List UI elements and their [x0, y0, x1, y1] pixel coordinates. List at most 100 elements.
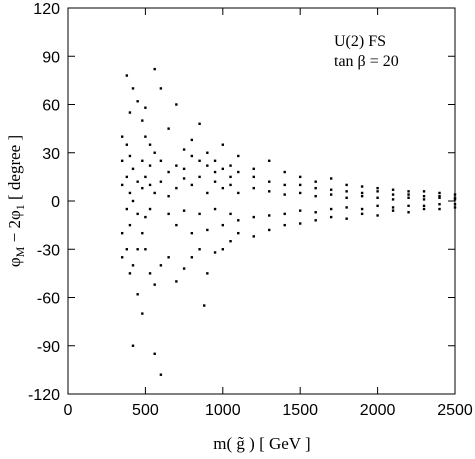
point — [159, 180, 163, 183]
point — [453, 206, 457, 209]
point — [159, 373, 163, 376]
point — [131, 344, 135, 347]
point — [237, 191, 240, 195]
point — [136, 180, 139, 183]
point — [159, 159, 163, 162]
point — [407, 190, 410, 193]
point — [314, 180, 317, 183]
y-axis-label: φM − 2φ1 [ degree ] — [5, 135, 27, 267]
point — [190, 138, 194, 142]
point — [453, 193, 457, 196]
y-tick-label: 120 — [33, 1, 60, 18]
point — [153, 151, 156, 154]
point — [252, 175, 255, 179]
point — [175, 223, 178, 227]
point — [148, 207, 152, 211]
point — [438, 191, 441, 195]
point — [329, 188, 333, 191]
point — [213, 251, 217, 254]
point — [120, 231, 124, 235]
point — [144, 175, 147, 179]
point — [213, 207, 217, 211]
y-tick-label: -60 — [37, 291, 60, 308]
point — [128, 111, 132, 114]
point — [198, 175, 201, 179]
point — [229, 183, 232, 187]
point — [153, 67, 156, 71]
point — [128, 223, 132, 227]
point — [376, 204, 379, 208]
point — [407, 193, 410, 196]
point — [167, 256, 170, 259]
y-label-sub: 1 — [13, 204, 27, 210]
point — [175, 164, 178, 167]
point — [221, 186, 224, 190]
x-tick-label: 1000 — [205, 402, 241, 419]
point — [407, 204, 410, 208]
point — [190, 183, 194, 187]
point — [182, 209, 186, 212]
point — [198, 122, 201, 125]
point — [237, 231, 240, 235]
point — [438, 194, 441, 198]
y-tick-label: 0 — [51, 194, 60, 211]
point — [268, 159, 271, 162]
annotation: tan β = 20 — [334, 53, 399, 70]
point — [422, 207, 426, 211]
point — [268, 214, 271, 217]
point — [453, 198, 457, 201]
point — [136, 293, 139, 296]
point — [299, 209, 302, 212]
point — [314, 186, 317, 190]
point — [175, 186, 178, 190]
y-tick-label: -30 — [37, 242, 60, 259]
point — [128, 272, 132, 275]
point — [144, 248, 147, 251]
point — [422, 198, 426, 201]
point — [221, 167, 224, 171]
point — [131, 264, 135, 267]
x-axis-label: m( g̃ ) [ GeV ] — [213, 434, 310, 453]
point — [153, 352, 156, 355]
point — [128, 191, 132, 195]
point — [391, 198, 395, 201]
point — [391, 193, 395, 196]
point — [153, 283, 156, 286]
y-tick-label: 60 — [42, 98, 60, 115]
point — [167, 127, 170, 130]
point — [136, 212, 139, 216]
point — [268, 180, 271, 183]
point — [141, 312, 144, 315]
point — [345, 196, 348, 199]
point — [221, 248, 224, 251]
point — [237, 154, 240, 158]
point — [438, 207, 441, 211]
point — [407, 211, 410, 214]
point — [141, 159, 144, 162]
point — [206, 151, 209, 154]
point — [422, 190, 426, 193]
point — [120, 135, 124, 138]
point — [167, 170, 170, 174]
point — [213, 170, 217, 174]
point — [229, 175, 232, 179]
point — [182, 167, 186, 171]
point — [283, 223, 286, 227]
point — [376, 186, 379, 190]
point — [391, 209, 395, 212]
y-tick-label: 30 — [42, 146, 60, 163]
point — [299, 183, 302, 187]
point — [131, 167, 135, 171]
point — [182, 267, 186, 270]
y-label-part: − 2φ — [5, 210, 24, 247]
point — [329, 177, 333, 180]
point — [299, 222, 302, 225]
point — [175, 103, 178, 106]
point — [229, 164, 232, 167]
point — [182, 148, 186, 151]
point — [360, 191, 364, 195]
x-tick-label: 500 — [132, 402, 159, 419]
point — [345, 183, 348, 187]
annotation: U(2) FS — [334, 33, 386, 50]
